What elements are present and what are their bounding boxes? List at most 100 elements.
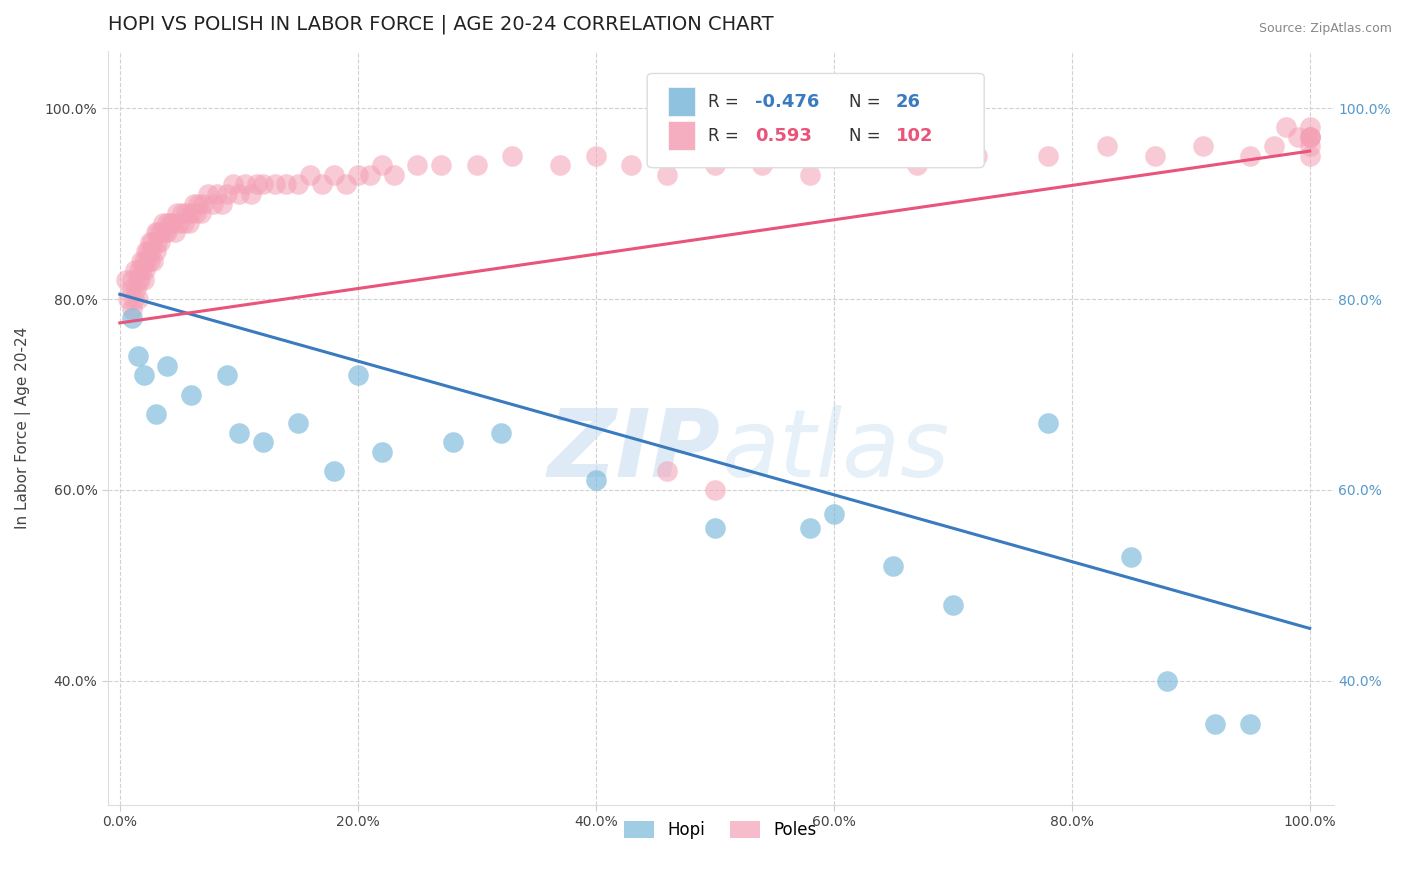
Point: [406, 158, 429, 172]
Point: [1239, 717, 1261, 731]
Point: [703, 158, 725, 172]
Point: [823, 507, 845, 521]
Point: [136, 253, 159, 268]
Point: [145, 244, 167, 259]
Point: [299, 168, 322, 182]
Point: [657, 168, 679, 182]
Text: atlas: atlas: [721, 405, 949, 496]
Text: R =: R =: [709, 93, 744, 112]
Point: [121, 273, 143, 287]
Point: [287, 416, 309, 430]
Point: [311, 178, 333, 192]
Point: [323, 168, 346, 182]
FancyBboxPatch shape: [647, 73, 984, 168]
Point: [966, 149, 988, 163]
Point: [183, 196, 205, 211]
Point: [134, 263, 156, 277]
Point: [145, 235, 167, 249]
Point: [166, 206, 188, 220]
Point: [346, 368, 368, 383]
Point: [1121, 549, 1143, 564]
Point: [222, 178, 245, 192]
Point: [252, 435, 274, 450]
Point: [252, 178, 274, 192]
Point: [1299, 129, 1322, 144]
Point: [156, 216, 179, 230]
Point: [129, 273, 152, 287]
Point: [233, 178, 256, 192]
Point: [127, 273, 149, 287]
Point: [942, 598, 965, 612]
Point: [121, 311, 143, 326]
Point: [149, 235, 172, 249]
Point: [228, 425, 250, 440]
Point: [430, 158, 453, 172]
Point: [346, 168, 368, 182]
Point: [1036, 149, 1059, 163]
Legend: Hopi, Poles: Hopi, Poles: [617, 814, 824, 846]
Point: [138, 244, 160, 259]
Point: [1156, 673, 1178, 688]
Point: [1299, 129, 1322, 144]
Point: [751, 158, 773, 172]
Point: [1299, 120, 1322, 135]
Text: ZIP: ZIP: [548, 405, 721, 497]
Point: [882, 559, 904, 574]
Point: [215, 368, 238, 383]
Point: [1299, 139, 1322, 153]
Point: [132, 253, 155, 268]
Point: [620, 158, 643, 172]
Point: [799, 168, 821, 182]
Point: [176, 206, 198, 220]
Point: [180, 387, 202, 401]
Point: [152, 216, 174, 230]
Text: Source: ZipAtlas.com: Source: ZipAtlas.com: [1258, 22, 1392, 36]
Point: [799, 521, 821, 535]
Point: [132, 368, 155, 383]
Point: [156, 225, 179, 239]
Point: [276, 178, 298, 192]
Point: [117, 292, 139, 306]
Point: [1263, 139, 1285, 153]
Point: [159, 216, 181, 230]
Point: [125, 283, 148, 297]
Point: [703, 483, 725, 497]
Point: [239, 187, 262, 202]
Point: [146, 225, 169, 239]
Point: [173, 216, 195, 230]
Point: [1144, 149, 1167, 163]
Point: [138, 235, 160, 249]
Point: [160, 216, 183, 230]
Point: [335, 178, 357, 192]
Point: [287, 178, 309, 192]
Point: [1204, 717, 1226, 731]
Point: [465, 158, 488, 172]
Point: [135, 244, 157, 259]
Point: [201, 196, 224, 211]
Point: [127, 292, 149, 306]
Point: [228, 187, 250, 202]
Point: [124, 263, 146, 277]
Point: [657, 464, 679, 478]
Y-axis label: In Labor Force | Age 20-24: In Labor Force | Age 20-24: [15, 326, 31, 529]
Point: [1097, 139, 1119, 153]
Point: [1191, 139, 1213, 153]
Point: [131, 263, 153, 277]
Text: 102: 102: [896, 127, 934, 145]
Text: R =: R =: [709, 127, 749, 145]
Point: [441, 435, 464, 450]
Point: [370, 444, 392, 458]
Point: [190, 206, 212, 220]
Point: [1275, 120, 1298, 135]
Point: [585, 149, 607, 163]
Point: [145, 407, 167, 421]
Point: [169, 216, 191, 230]
Point: [211, 196, 233, 211]
Point: [703, 521, 725, 535]
Point: [215, 187, 238, 202]
Point: [359, 168, 381, 182]
Point: [489, 425, 512, 440]
Point: [142, 253, 165, 268]
Point: [127, 349, 149, 363]
Point: [905, 158, 928, 172]
